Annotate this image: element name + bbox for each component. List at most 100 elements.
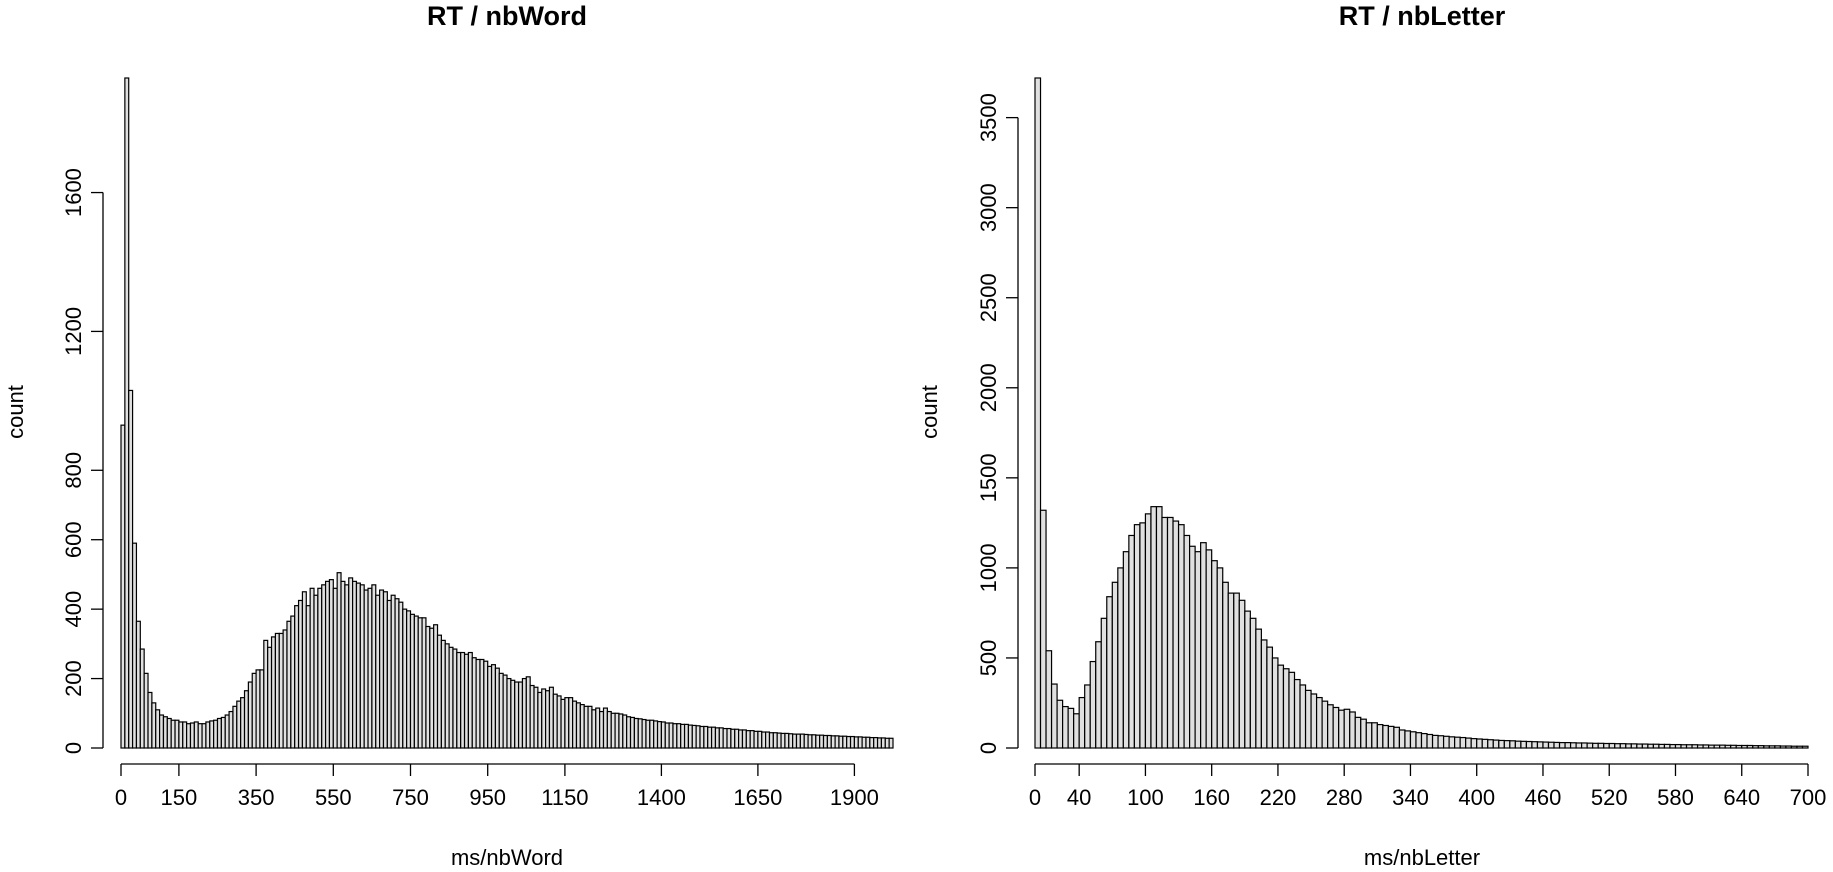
y-axis: 0 500 1000 1500 2000 2500 3000 3500 — [976, 93, 1019, 754]
y-tick-label: 500 — [976, 640, 1001, 677]
histogram-bar — [1106, 596, 1113, 749]
histogram-bar — [1095, 641, 1102, 749]
histogram-bar — [1498, 739, 1505, 749]
histogram-bar — [1592, 742, 1599, 749]
histogram-bar — [1575, 742, 1583, 749]
histogram-bar — [1465, 737, 1472, 749]
chart-title: RT / nbWord — [427, 1, 587, 31]
histogram-bar — [1144, 513, 1152, 749]
histogram-bar — [1724, 744, 1732, 749]
y-tick-label: 3500 — [976, 93, 1001, 142]
histogram-bar — [1062, 705, 1069, 749]
histogram-bar — [1338, 709, 1345, 749]
histogram-bar — [1045, 650, 1053, 749]
histogram-bar — [1056, 699, 1064, 749]
x-tick-label: 1900 — [830, 785, 879, 810]
histogram-bar — [1741, 744, 1748, 749]
histogram-bar — [1321, 700, 1329, 749]
x-tick-label: 0 — [115, 785, 127, 810]
histogram-bar — [1249, 617, 1257, 749]
histogram-bar — [1674, 743, 1682, 749]
histogram-bar — [1216, 567, 1224, 749]
histogram-bar — [1586, 742, 1594, 749]
histogram-bar — [1790, 745, 1798, 749]
x-tick-label: 580 — [1657, 785, 1694, 810]
histogram-bar — [1266, 646, 1274, 749]
x-tick-label: 460 — [1525, 785, 1562, 810]
histogram-bar — [1431, 734, 1439, 749]
histogram-bar — [1111, 581, 1119, 749]
histogram-bar — [1481, 738, 1489, 749]
histogram-bar — [1288, 671, 1296, 749]
x-tick-label: 1400 — [637, 785, 686, 810]
x-tick-label: 750 — [392, 785, 429, 810]
histogram-bar — [1669, 743, 1677, 749]
histogram-bar — [1238, 599, 1246, 749]
x-tick-label: 550 — [315, 785, 352, 810]
histogram-bar — [1415, 732, 1423, 749]
histogram-bar — [1349, 711, 1356, 749]
histogram-bar — [1564, 741, 1572, 749]
y-axis-label: count — [3, 385, 28, 439]
histogram-bar — [1222, 581, 1229, 749]
x-tick-label: 950 — [469, 785, 506, 810]
histogram-bar — [1271, 657, 1279, 749]
histogram-bar — [1310, 693, 1318, 749]
histogram-bar — [1696, 744, 1704, 749]
x-tick-label: 220 — [1260, 785, 1297, 810]
histogram-bar — [1448, 736, 1456, 749]
histogram-bar — [1293, 678, 1301, 749]
x-tick-label: 340 — [1392, 785, 1429, 810]
y-tick-label: 200 — [61, 660, 86, 697]
histogram-bar — [1183, 534, 1191, 749]
histogram-bar — [1476, 738, 1483, 749]
histogram-bar — [1553, 741, 1561, 749]
histogram-bar — [1735, 744, 1743, 749]
y-axis-label: count — [917, 385, 942, 439]
x-tick-label: 1150 — [541, 785, 588, 810]
histogram-bar — [1779, 745, 1787, 749]
histogram-bar — [1763, 745, 1770, 749]
histogram-bar — [1084, 684, 1091, 749]
histogram-bar — [1050, 683, 1058, 749]
histogram-bar — [1658, 743, 1666, 749]
histogram-bar — [1663, 743, 1671, 749]
y-tick-label: 400 — [61, 591, 86, 628]
histogram-bar — [1039, 509, 1047, 749]
histogram-panel-rt-nbletter: RT / nbLetter ms/nbLetter count 0 40 100 16… — [917, 1, 1826, 870]
y-tick-label: 1200 — [61, 307, 86, 356]
y-tick-label: 0 — [976, 742, 1001, 754]
histogram-bar — [1420, 732, 1428, 749]
histogram-bar — [1558, 741, 1566, 749]
histogram-bar — [1315, 696, 1323, 749]
histogram-bar — [1277, 664, 1285, 749]
histogram-bar — [888, 737, 894, 749]
histogram-bar — [1227, 592, 1235, 749]
histogram-bar — [1211, 560, 1218, 749]
histogram-bar — [1713, 744, 1721, 749]
histogram-bar — [1730, 744, 1737, 749]
histogram-bar — [1608, 742, 1616, 749]
histogram-bar — [1437, 735, 1445, 749]
histogram-bar — [1752, 745, 1759, 749]
histogram-bar — [1492, 739, 1500, 749]
histogram-bar — [1409, 731, 1417, 749]
x-tick-label: 280 — [1326, 785, 1363, 810]
histogram-bar — [1122, 551, 1130, 749]
histogram-bar — [1078, 696, 1086, 749]
histogram-bar — [1641, 743, 1649, 749]
histogram-bar — [1487, 739, 1494, 749]
histogram-bar — [1332, 706, 1340, 749]
histogram-bar — [1139, 522, 1147, 749]
x-tick-label: 1650 — [733, 785, 782, 810]
histogram-bar — [1757, 745, 1765, 749]
x-tick-label: 350 — [238, 785, 275, 810]
histogram-bar — [1128, 534, 1135, 749]
x-tick-label: 40 — [1067, 785, 1091, 810]
histogram-bar — [1801, 745, 1809, 749]
histogram-bar — [1387, 725, 1395, 749]
y-tick-label: 2500 — [976, 273, 1001, 322]
histogram-bar — [1619, 743, 1627, 749]
histogram-bar — [1067, 707, 1075, 749]
